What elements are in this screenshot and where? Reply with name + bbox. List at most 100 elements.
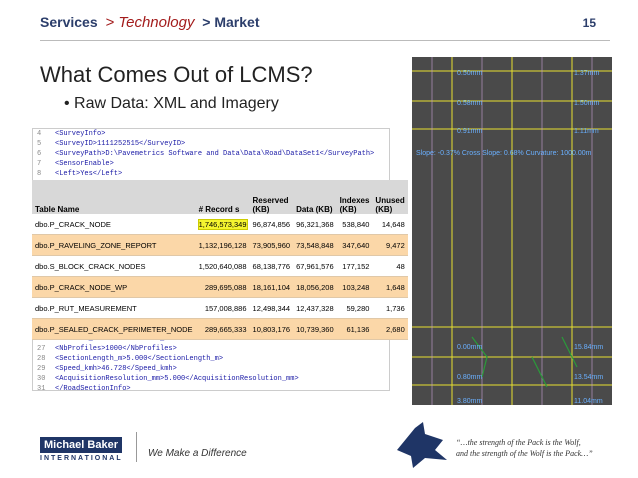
wolf-logo <box>397 422 447 468</box>
line-number: 30 <box>37 375 46 383</box>
column-header: Table Name <box>35 205 80 214</box>
quote-line: and the strength of the Wolf is the Pack… <box>456 449 593 458</box>
table-cell: 10,803,176 <box>249 318 294 340</box>
image-label: 13.54mm <box>574 374 603 381</box>
crack-lines <box>471 336 578 388</box>
table-cell: 61,136 <box>336 318 373 340</box>
logo: Michael Baker <box>40 437 122 453</box>
xml-text: <SectionLength_m>5.000</SectionLength_m> <box>55 355 224 363</box>
image-label: 0.00mm <box>457 344 482 351</box>
image-grid <box>412 57 612 405</box>
cell-text: 96,874,856 <box>252 219 291 229</box>
image-label: 1.11mm <box>574 128 599 135</box>
table-cell: 18,056,208 <box>293 276 337 298</box>
table-cell: 538,840 <box>336 214 373 235</box>
image-label: 11.04mm <box>574 398 603 405</box>
line-number: 27 <box>37 345 46 353</box>
line-number: 5 <box>37 140 42 148</box>
xml-line: 7 <SensorEnable> <box>33 159 389 169</box>
cell-text: 61,136 <box>346 324 370 334</box>
table-cell: 1,746,573,349 <box>195 214 250 235</box>
cell-text: 347,640 <box>342 240 370 250</box>
cell-text: 67,961,576 <box>296 261 334 271</box>
table-cell: 9,472 <box>372 234 408 256</box>
cell-text: 68,138,776 <box>252 261 291 271</box>
table-cell: dbo.P_CRACK_NODE_WP <box>32 276 196 298</box>
xml-text: <SensorEnable> <box>55 160 114 168</box>
cell-text: 177,152 <box>342 261 370 271</box>
table-cell: 289,695,088 <box>195 276 250 298</box>
table-cell: 12,437,328 <box>293 297 337 319</box>
table-cell: 347,640 <box>336 234 373 256</box>
table-row: dbo.P_RUT_MEASUREMENT 157,008,886 12,498,3… <box>32 297 408 319</box>
cell-text: 73,905,960 <box>252 240 291 250</box>
table-cell: 157,008,886 <box>195 297 250 319</box>
column-header: Reserved (KB) <box>252 196 289 214</box>
breadcrumb: Services > Technology > Market <box>40 14 259 31</box>
cell-text: 289,695,088 <box>204 282 247 292</box>
xml-top: 4 <SurveyInfo> 5 <SurveyID>1111252515</Surv… <box>32 128 390 184</box>
table-cell: dbo.P_CRACK_NODE <box>32 214 196 235</box>
quote-line: “…the strength of the Pack is the Wolf, <box>456 438 581 447</box>
xml-text: <SurveyID>1111252515</SurveyID> <box>55 140 186 148</box>
bullet-text: Raw Data: XML and Imagery <box>74 95 279 112</box>
xml-text: <Left>Yes</Left> <box>55 170 123 178</box>
image-labels: 0.50mm 1.37mm 0.58mm 1.50mm 0.91mm 1.11mm Slop… <box>416 70 603 405</box>
image-label: Slope: -0.37% Cross Slope: 0.68% Curvatu… <box>416 150 592 157</box>
quote: “…the strength of the Pack is the Wolf, … <box>456 437 593 459</box>
cell-text: 10,803,176 <box>252 324 291 334</box>
table-cell: 96,874,856 <box>249 214 294 235</box>
table-cell: 73,548,848 <box>293 234 337 256</box>
cell-text: 12,498,344 <box>252 303 291 313</box>
image-label: 0.50mm <box>457 70 482 77</box>
table-cell: 1,736 <box>372 297 408 319</box>
column-header: # Record s <box>198 205 240 214</box>
table: Table Name # Record s Reserved (KB) Data (K… <box>32 180 408 340</box>
cell-text: dbo.P_SEALED_CRACK_PERIMETER_NODE <box>35 324 193 334</box>
table-cell: 18,161,104 <box>249 276 294 298</box>
image-label: 1.50mm <box>574 100 599 107</box>
cell-text: 1,520,640,088 <box>198 261 247 271</box>
table-cell: 177,152 <box>336 255 373 277</box>
table-cell: 73,905,960 <box>249 234 294 256</box>
cell-text: 96,321,368 <box>296 219 334 229</box>
header-row: Table Name # Record s Reserved (KB) Data (K… <box>32 180 408 214</box>
cell-text: 103,248 <box>342 282 370 292</box>
image-label: 15.84mm <box>574 344 603 351</box>
cell-text: 18,161,104 <box>252 282 291 292</box>
xml-text: <NbProfiles>1000</NbProfiles> <box>55 345 177 353</box>
pavement-image: 0.50mm 1.37mm 0.58mm 1.50mm 0.91mm 1.11mm Slop… <box>412 57 612 405</box>
table-cell: 12,498,344 <box>249 297 294 319</box>
table-row: dbo.P_CRACK_NODE 1,746,573,349 96,874,856 9… <box>32 214 408 235</box>
xml-line: 27 <NbProfiles>1000</NbProfiles> <box>33 344 389 354</box>
table-cell: 2,680 <box>372 318 408 340</box>
table-cell: dbo.P_SEALED_CRACK_PERIMETER_NODE <box>32 318 196 340</box>
cell-text: 18,056,208 <box>296 282 334 292</box>
xml-line: 29 <Speed_kmh>46.728</Speed_kmh> <box>33 364 389 374</box>
xml-text: <SurveyInfo> <box>55 130 106 138</box>
line-number: 28 <box>37 355 46 363</box>
cell-text: 73,548,848 <box>296 240 334 250</box>
cell-text: 538,840 <box>342 219 370 229</box>
divider <box>40 40 610 41</box>
xml-line: 4 <SurveyInfo> <box>33 129 389 139</box>
table-cell: 1,648 <box>372 276 408 298</box>
image-grid-minor <box>431 57 593 405</box>
cell-text: 1,746,573,349 <box>197 218 248 230</box>
table-cell: 1,132,196,128 <box>195 234 250 256</box>
title: What Comes Out of LCMS? <box>40 62 313 87</box>
cell-text: 289,665,333 <box>204 324 247 334</box>
crumb: > Technology <box>105 14 195 31</box>
table-cell: 14,648 <box>372 214 408 235</box>
table-cell: dbo.P_RAVELING_ZONE_REPORT <box>32 234 196 256</box>
image-label: 0.58mm <box>457 100 482 107</box>
line-number: 31 <box>37 385 46 393</box>
cell-text: 1,132,196,128 <box>198 240 247 250</box>
column-header: Data (KB) <box>296 205 333 214</box>
table-cell: 103,248 <box>336 276 373 298</box>
logo-divider <box>136 432 137 462</box>
cell-text: 1,648 <box>385 282 405 292</box>
column-header: Unused (KB) <box>375 196 405 214</box>
line-number: 6 <box>37 150 42 158</box>
table-cell: 289,665,333 <box>195 318 250 340</box>
